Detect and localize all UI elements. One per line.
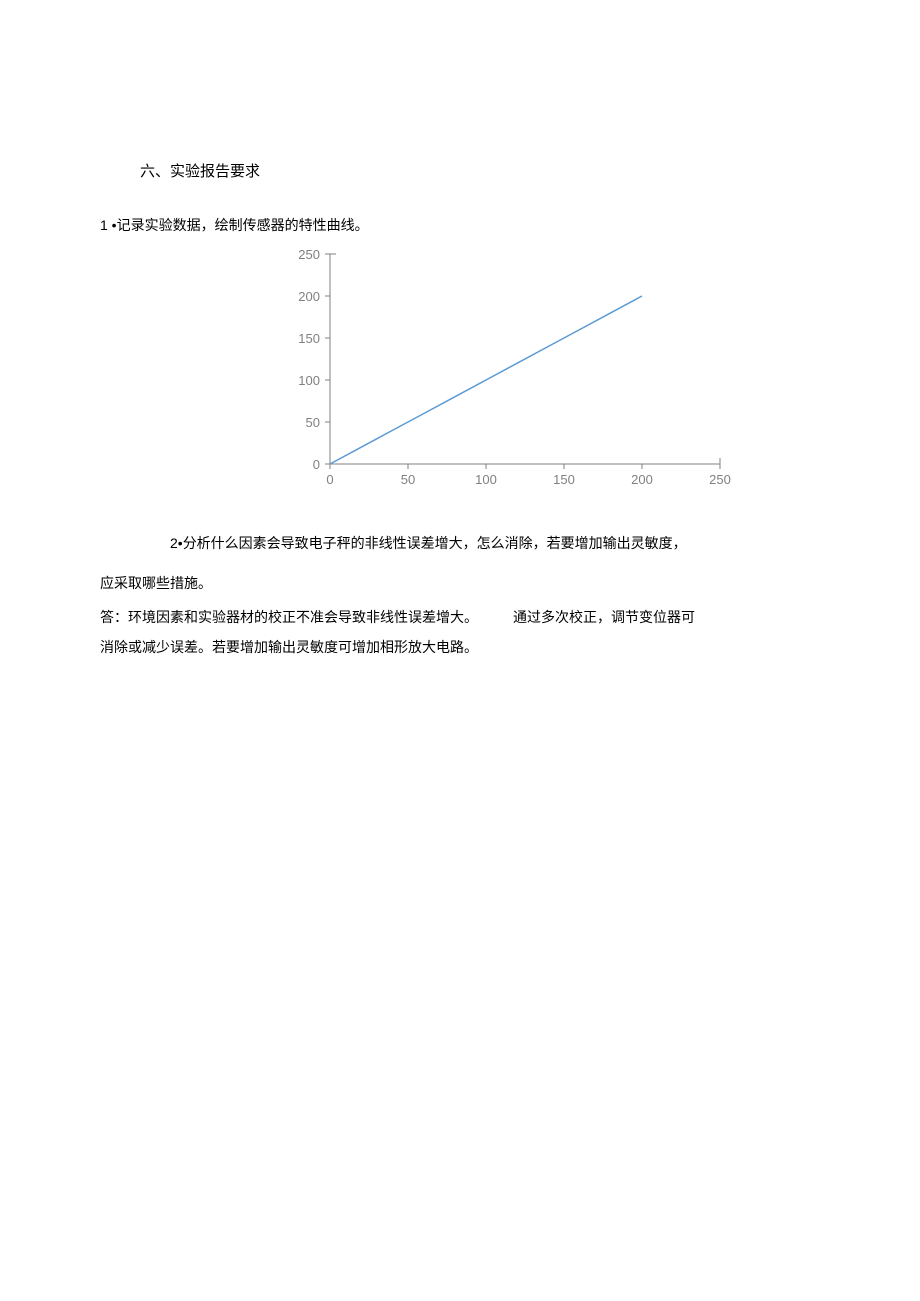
- svg-text:100: 100: [298, 373, 320, 388]
- svg-text:150: 150: [553, 472, 575, 487]
- item-2-line1: 2•分析什么因素会导致电子秤的非线性误差增大，怎么消除，若要增加输出灵敏度，: [170, 529, 820, 557]
- answer-cont: 消除或减少误差。若要增加输出灵敏度可增加相形放大电路。: [100, 637, 820, 657]
- svg-text:100: 100: [475, 472, 497, 487]
- svg-text:200: 200: [631, 472, 653, 487]
- svg-text:250: 250: [709, 472, 731, 487]
- svg-text:50: 50: [306, 415, 320, 430]
- answer-part1: 答：环境因素和实验器材的校正不准会导致非线性误差增大。: [100, 607, 478, 627]
- chart-container: 0 50 100 150 200 250 0 50 100 150 200 250: [260, 244, 820, 504]
- svg-text:50: 50: [401, 472, 415, 487]
- svg-text:0: 0: [326, 472, 333, 487]
- svg-text:250: 250: [298, 247, 320, 262]
- answer-part2: 通过多次校正，调节变位器可: [513, 607, 695, 627]
- item-1-text: 1 •记录实验数据，绘制传感器的特性曲线。: [100, 211, 820, 239]
- svg-text:200: 200: [298, 289, 320, 304]
- answer-row: 答：环境因素和实验器材的校正不准会导致非线性误差增大。 通过多次校正，调节变位器…: [100, 607, 820, 627]
- svg-text:0: 0: [313, 457, 320, 472]
- item-2-line2: 应采取哪些措施。: [100, 569, 820, 597]
- svg-text:150: 150: [298, 331, 320, 346]
- sensor-characteristic-chart: 0 50 100 150 200 250 0 50 100 150 200 250: [260, 244, 740, 504]
- section-title: 六、实验报告要求: [140, 160, 820, 181]
